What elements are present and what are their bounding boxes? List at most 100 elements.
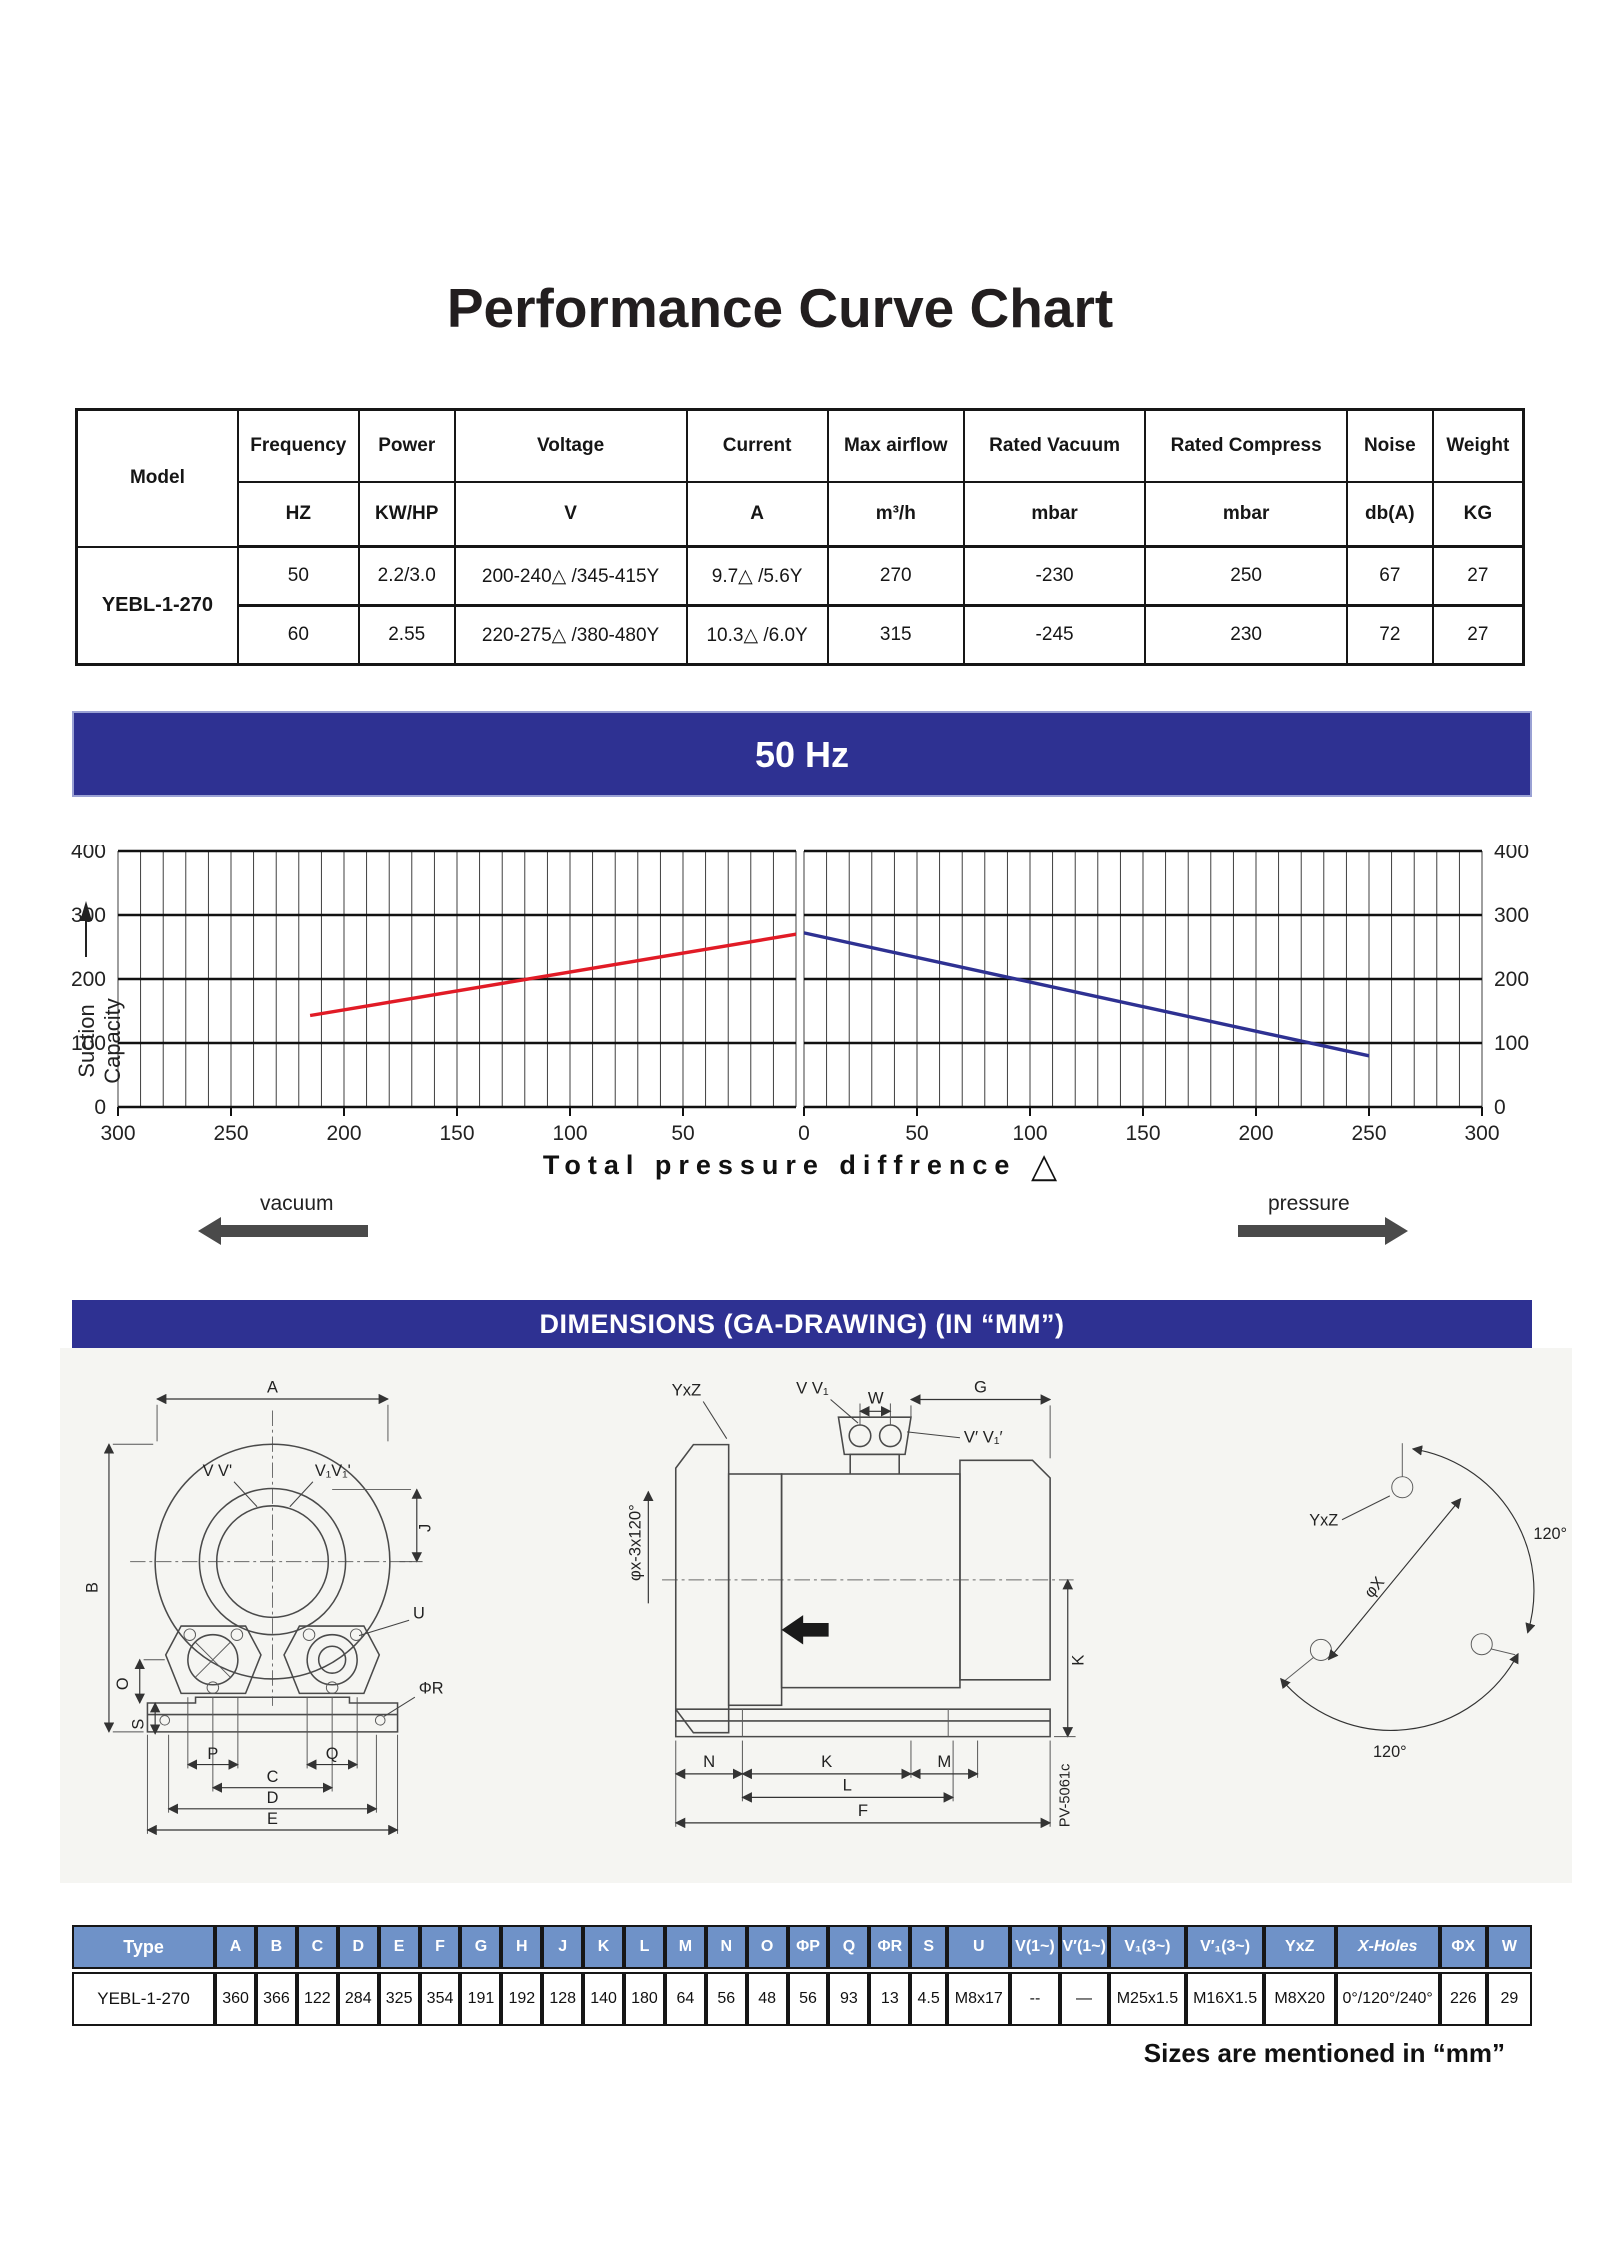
chart-plot-area: 0 0 100 100 200 200 300 300 400 400 300 250 200 150 10…	[71, 845, 1529, 1145]
dim-label-O: O	[114, 1677, 132, 1690]
spec-value-cell: 72	[1345, 604, 1434, 666]
x-axis-title: Total pressure diffrence △	[70, 1146, 1530, 1186]
dims-header-cell: J	[542, 1925, 584, 1969]
dim-label-phix: φx-3x120°	[625, 1504, 644, 1581]
label-VpV1p: V′ V₁′	[964, 1428, 1003, 1447]
dims-header-cell: O	[746, 1925, 788, 1969]
dims-value-cell: 0°/120°/240°	[1335, 1972, 1440, 2026]
svg-text:200: 200	[71, 968, 106, 991]
svg-text:400: 400	[1494, 845, 1529, 863]
spec-value-cell: 270	[826, 545, 965, 607]
spec-header-cell: Frequency	[236, 408, 360, 483]
svg-text:400: 400	[71, 845, 106, 863]
svg-text:100: 100	[1494, 1032, 1529, 1055]
spec-header-cell: Voltage	[453, 408, 688, 483]
spec-value-cell: 27	[1431, 545, 1525, 607]
label-YxZ: YxZ	[672, 1381, 702, 1400]
dims-value-cell: 226	[1439, 1972, 1487, 2026]
svg-text:100: 100	[552, 1122, 587, 1145]
spec-value-cell: 220-275△ /380-480Y	[453, 604, 688, 666]
dim-label-N: N	[703, 1752, 715, 1771]
spec-header-cell: Max airflow	[826, 408, 965, 483]
spec-header-cell: Current	[685, 408, 829, 483]
spec-header-cell: Power	[357, 408, 456, 483]
dims-value-cell: —	[1059, 1972, 1109, 2026]
vacuum-arrow-icon	[198, 1217, 368, 1245]
dims-value-cell: YEBL-1-270	[72, 1972, 216, 2026]
dimensions-banner-label: DIMENSIONS (GA-DRAWING) (IN “MM”)	[539, 1309, 1065, 1339]
dims-value-cell: M8x17	[947, 1972, 1011, 2026]
dim-label-F: F	[858, 1801, 868, 1820]
spec-value-cell: 2.2/3.0	[357, 545, 456, 607]
pressure-direction: pressure	[1238, 1192, 1408, 1245]
vacuum-direction: vacuum	[198, 1192, 368, 1245]
dims-header-cell: A	[215, 1925, 257, 1969]
dims-value-cell: 48	[746, 1972, 788, 2026]
spec-unit-cell: V	[453, 481, 688, 548]
dim-label-S: S	[130, 1719, 148, 1730]
drawing-code: PV-5061c	[1058, 1764, 1074, 1828]
dim-label-U: U	[413, 1604, 425, 1622]
dims-header-cell: ΦR	[869, 1925, 911, 1969]
spec-value-cell: 60	[236, 604, 360, 666]
svg-text:0: 0	[94, 1096, 106, 1119]
page-title: Performance Curve Chart	[446, 277, 1114, 339]
svg-text:50: 50	[671, 1122, 694, 1145]
svg-text:300: 300	[100, 1122, 135, 1145]
dims-header-cell: W	[1486, 1925, 1532, 1969]
side-view-drawing: YxZ V V₁ W V′ V₁′ G φx-3x120° K N	[625, 1378, 1087, 1829]
dims-header-cell: ΦP	[787, 1925, 829, 1969]
dimensions-banner: DIMENSIONS (GA-DRAWING) (IN “MM”)	[72, 1300, 1532, 1348]
dims-value-cell: 192	[501, 1972, 543, 2026]
svg-text:250: 250	[213, 1122, 248, 1145]
dims-value-cell: 64	[664, 1972, 706, 2026]
spec-value-cell: 10.3△ /6.0Y	[685, 604, 829, 666]
spec-unit-cell: mbar	[1144, 481, 1348, 548]
spec-unit-cell: m³/h	[826, 481, 965, 548]
svg-text:100: 100	[1012, 1122, 1047, 1145]
pressure-label: pressure	[1268, 1192, 1350, 1215]
angle-label-bottom: 120°	[1373, 1743, 1407, 1761]
spec-header-cell: Noise	[1345, 408, 1434, 483]
dims-value-cell: 360	[215, 1972, 257, 2026]
dim-label-W: W	[868, 1388, 884, 1407]
dim-label-B: B	[83, 1582, 101, 1593]
dim-label-D: D	[267, 1789, 279, 1807]
svg-text:0: 0	[1494, 1096, 1506, 1119]
dims-value-cell: M25x1.5	[1108, 1972, 1187, 2026]
spec-table: Model Frequency Power Voltage Current Ma…	[75, 408, 1525, 666]
dim-label-phiX: φX	[1361, 1573, 1389, 1601]
spec-header-cell: Weight	[1431, 408, 1525, 483]
spec-model-value: YEBL-1-270	[75, 545, 239, 666]
dims-header-cell: U	[947, 1925, 1011, 1969]
dims-value-cell: 56	[705, 1972, 747, 2026]
svg-text:300: 300	[1494, 904, 1529, 927]
dims-value-cell: 4.5	[910, 1972, 948, 2026]
dims-value-cell: 180	[624, 1972, 665, 2026]
dim-label-Q: Q	[326, 1745, 339, 1763]
spec-unit-cell: KW/HP	[357, 481, 456, 548]
ga-drawing-section: A B J V V' V₁V₁' U ΦR O S	[60, 1348, 1572, 1883]
svg-text:300: 300	[1464, 1122, 1499, 1145]
spec-unit-cell: HZ	[236, 481, 360, 548]
dims-header-cell: N	[705, 1925, 747, 1969]
vacuum-label: vacuum	[260, 1192, 334, 1215]
frequency-banner-label: 50 Hz	[754, 734, 850, 775]
x-axis-title-text: Total pressure diffrence	[542, 1150, 1017, 1180]
spec-header-cell: Rated Vacuum	[962, 408, 1147, 483]
dim-label-A: A	[267, 1378, 278, 1396]
dims-header-cell: ΦX	[1439, 1925, 1487, 1969]
svg-text:100: 100	[71, 1032, 106, 1055]
svg-text:200: 200	[326, 1122, 361, 1145]
front-view-drawing: A B J V V' V₁V₁' U ΦR O S	[83, 1378, 444, 1836]
dims-value-cell: 284	[337, 1972, 379, 2026]
dim-label-K-side: K	[1068, 1655, 1087, 1666]
spec-value-cell: -230	[962, 545, 1147, 607]
dims-header-cell: V′₁(3~)	[1186, 1925, 1264, 1969]
dims-header-cell: V(1~)	[1010, 1925, 1060, 1969]
dims-header-cell: C	[296, 1925, 338, 1969]
dims-header-cell: Q	[828, 1925, 870, 1969]
dims-header-cell: G	[460, 1925, 502, 1969]
dims-header-cell: H	[501, 1925, 543, 1969]
